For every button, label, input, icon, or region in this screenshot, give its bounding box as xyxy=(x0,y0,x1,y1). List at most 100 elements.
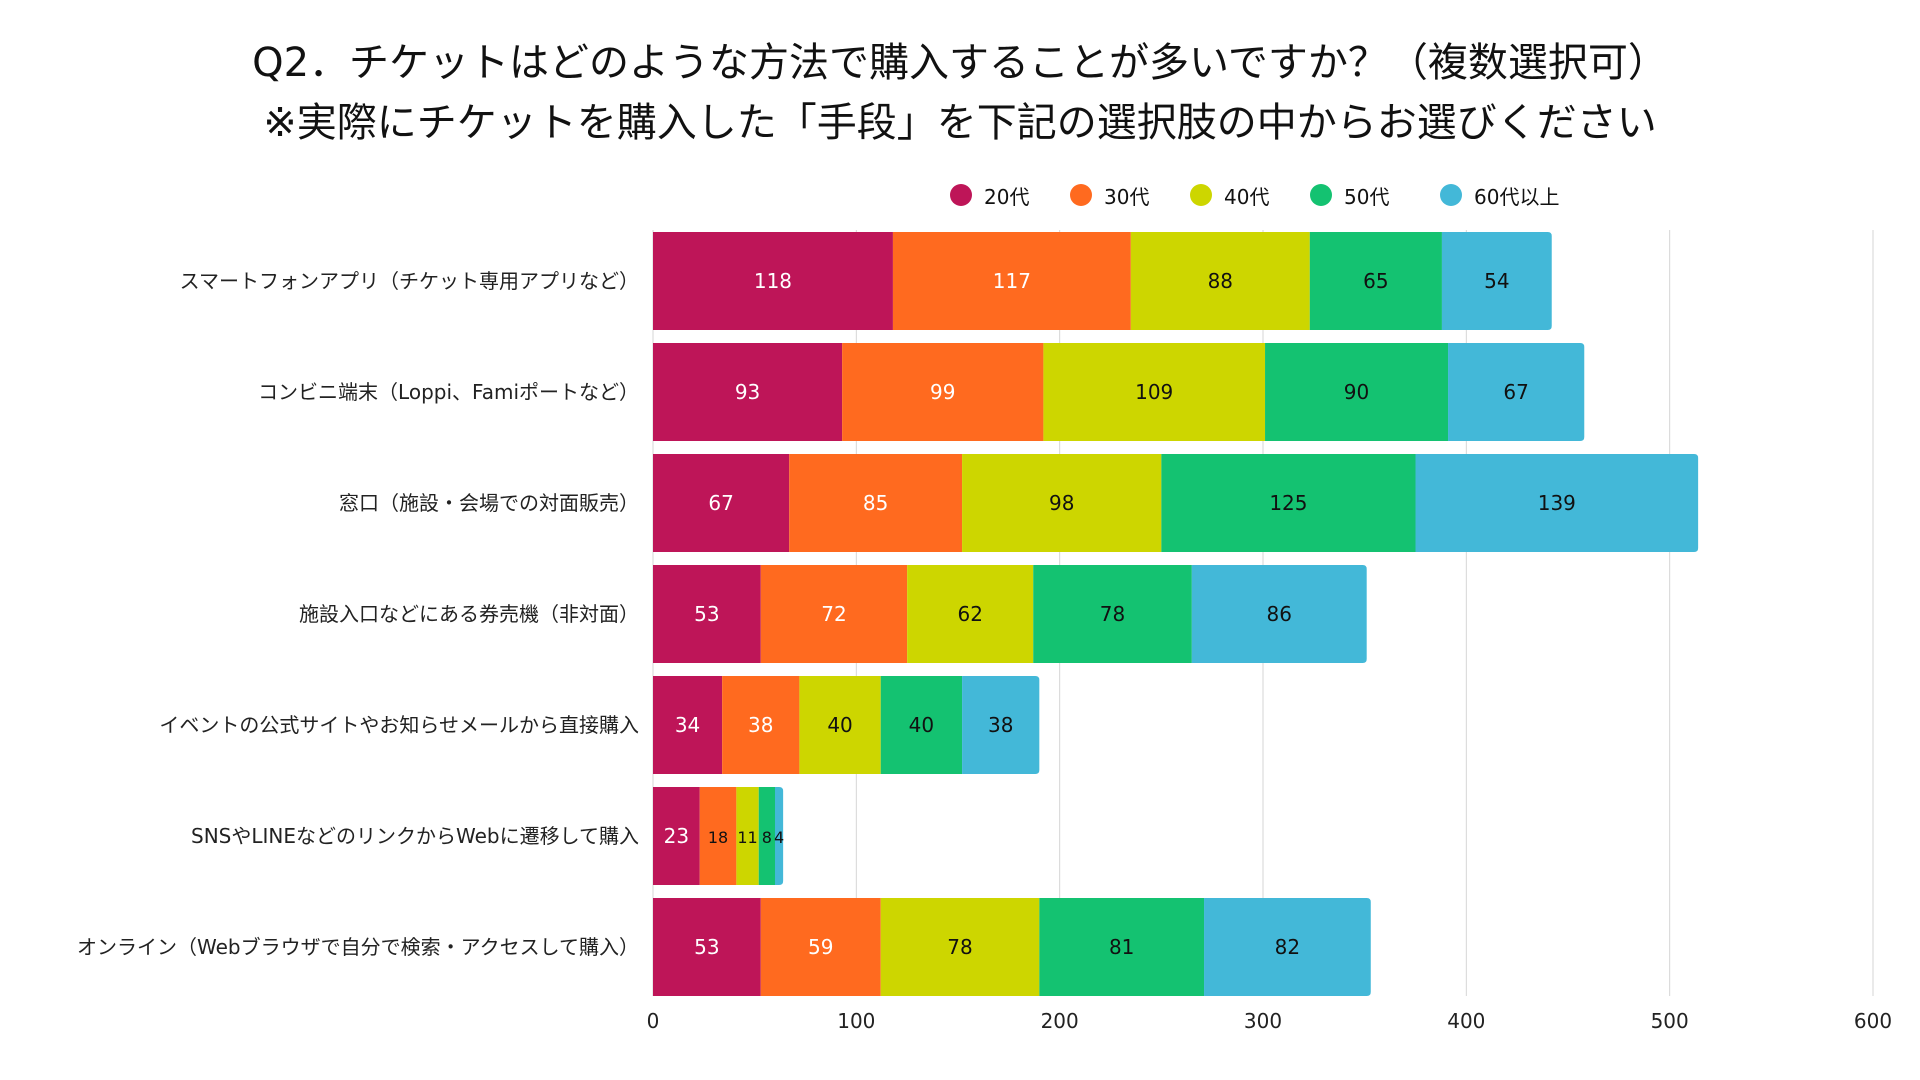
data-label: 82 xyxy=(1275,935,1300,959)
data-label: 125 xyxy=(1269,491,1307,515)
bar-segment xyxy=(1033,565,1192,663)
category-label-1: コンビニ端末（Loppi、Famiポートなど） xyxy=(258,380,639,404)
bar-segment xyxy=(789,454,963,552)
data-label: 67 xyxy=(1503,380,1528,404)
bar-segment xyxy=(799,676,881,774)
bar-segment xyxy=(1130,232,1310,330)
data-label: 78 xyxy=(947,935,972,959)
data-label: 53 xyxy=(694,935,719,959)
data-label: 8 xyxy=(762,828,772,847)
bar-segment xyxy=(760,898,881,996)
data-label: 139 xyxy=(1538,491,1576,515)
data-label: 88 xyxy=(1208,269,1233,293)
data-label: 65 xyxy=(1363,269,1388,293)
x-tick-label-2: 200 xyxy=(1041,1009,1079,1033)
bar-segment xyxy=(1265,343,1449,441)
data-label: 109 xyxy=(1135,380,1173,404)
bar-segment xyxy=(880,676,963,774)
bar-segment xyxy=(653,787,700,885)
legend-item-4: 60代以上 xyxy=(1440,180,1559,210)
bar-segment xyxy=(907,565,1034,663)
category-label-4: イベントの公式サイトやお知らせメールから直接購入 xyxy=(159,713,639,737)
category-label-5: SNSやLINEなどのリンクからWebに遷移して購入 xyxy=(191,824,639,848)
legend-item-2: 40代 xyxy=(1190,180,1269,210)
bar-segment xyxy=(760,565,908,663)
data-label: 4 xyxy=(774,828,784,847)
bar-segment xyxy=(775,787,784,885)
bar-segment xyxy=(1448,343,1585,441)
data-label: 99 xyxy=(930,380,955,404)
bar-segment xyxy=(962,454,1162,552)
x-tick-label-1: 100 xyxy=(837,1009,875,1033)
category-label-2: 窓口（施設・会場での対面販売） xyxy=(339,491,639,515)
bar-segment xyxy=(1039,898,1205,996)
data-label: 23 xyxy=(664,824,689,848)
bar-segment xyxy=(880,898,1040,996)
data-label: 98 xyxy=(1049,491,1074,515)
chart-title: Q2．チケットはどのような方法で購入することが多いですか？（複数選択可） xyxy=(252,40,1668,86)
bar-segment xyxy=(892,232,1131,330)
legend-swatch xyxy=(1190,184,1212,206)
legend: 20代 30代 40代 50代 60代以上 xyxy=(0,180,1920,210)
bar-segment xyxy=(653,454,790,552)
bar-segment xyxy=(758,787,775,885)
data-label: 78 xyxy=(1100,602,1125,626)
data-label: 72 xyxy=(821,602,846,626)
legend-swatch xyxy=(1440,184,1462,206)
bar-segment xyxy=(653,232,893,330)
bar-segment xyxy=(1415,454,1699,552)
data-label: 40 xyxy=(827,713,852,737)
legend-label: 40代 xyxy=(1224,184,1270,209)
data-label: 118 xyxy=(754,269,792,293)
x-tick-label-0: 0 xyxy=(647,1009,660,1033)
chart-subtitle: ※実際にチケットを購入した「手段」を下記の選択肢の中からお選びください xyxy=(263,100,1657,146)
data-label: 86 xyxy=(1267,602,1292,626)
bar-segment xyxy=(1191,565,1367,663)
bar-segment xyxy=(1441,232,1552,330)
data-label: 18 xyxy=(708,828,728,847)
data-label: 54 xyxy=(1484,269,1509,293)
legend-item-1: 30代 xyxy=(1070,180,1149,210)
legend-item-0: 20代 xyxy=(950,180,1029,210)
data-label: 38 xyxy=(988,713,1013,737)
category-label-6: オンライン（Webブラウザで自分で検索・アクセスして購入） xyxy=(77,935,639,959)
legend-swatch xyxy=(1310,184,1332,206)
bar-segment xyxy=(653,676,723,774)
data-label: 59 xyxy=(808,935,833,959)
data-label: 117 xyxy=(993,269,1031,293)
legend-swatch xyxy=(1070,184,1092,206)
data-label: 40 xyxy=(909,713,934,737)
bar-segment xyxy=(1204,898,1371,996)
bar-segment xyxy=(653,898,761,996)
data-label: 93 xyxy=(735,380,760,404)
data-label: 34 xyxy=(675,713,700,737)
x-tick-label-4: 400 xyxy=(1447,1009,1485,1033)
bar-segment xyxy=(1309,232,1442,330)
x-tick-label-3: 300 xyxy=(1244,1009,1282,1033)
bar-segment xyxy=(962,676,1040,774)
x-tick-label-5: 500 xyxy=(1651,1009,1689,1033)
legend-label: 20代 xyxy=(984,184,1030,209)
bar-segment xyxy=(1161,454,1416,552)
bar-segment xyxy=(653,343,843,441)
data-label: 85 xyxy=(863,491,888,515)
legend-label: 60代以上 xyxy=(1474,184,1560,209)
legend-label: 50代 xyxy=(1344,184,1390,209)
data-label: 81 xyxy=(1109,935,1134,959)
data-label: 62 xyxy=(957,602,982,626)
legend-label: 30代 xyxy=(1104,184,1150,209)
bar-segment xyxy=(699,787,737,885)
category-label-3: 施設入口などにある券売機（非対面） xyxy=(299,602,639,626)
legend-swatch xyxy=(950,184,972,206)
bar-segment xyxy=(1043,343,1266,441)
bar-segment xyxy=(842,343,1044,441)
bar-segment xyxy=(722,676,800,774)
bar-segment xyxy=(736,787,759,885)
data-label: 90 xyxy=(1344,380,1369,404)
data-label: 53 xyxy=(694,602,719,626)
data-label: 38 xyxy=(748,713,773,737)
category-label-0: スマートフォンアプリ（チケット専用アプリなど） xyxy=(180,269,639,293)
x-tick-label-6: 600 xyxy=(1854,1009,1892,1033)
